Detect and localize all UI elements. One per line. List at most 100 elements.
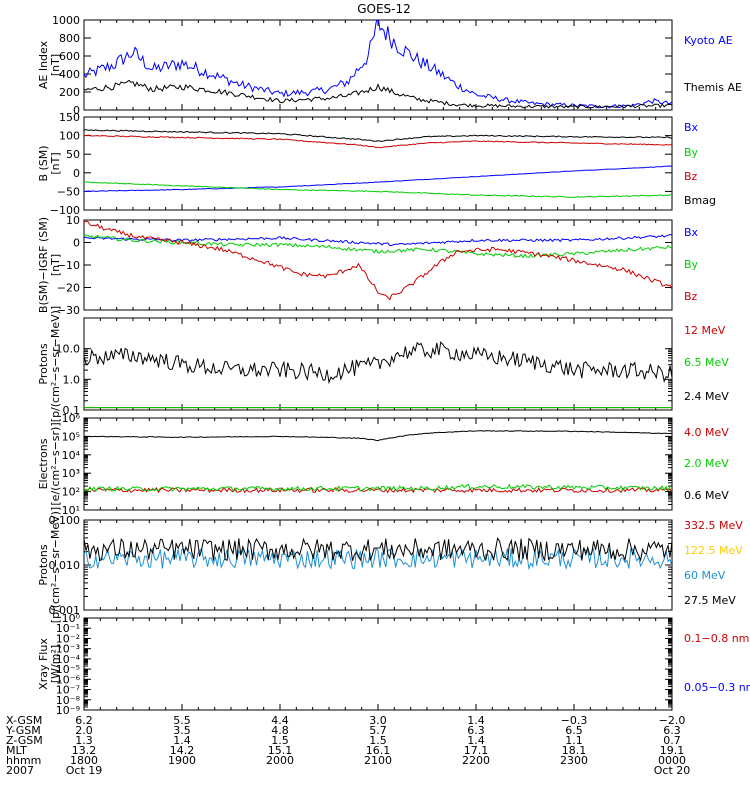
y-tick-label: −10 xyxy=(57,259,80,272)
ephemeris-value: 1.4 xyxy=(467,714,485,727)
ephemeris-value: 0000 xyxy=(658,754,686,767)
y-tick-label: 600 xyxy=(59,50,80,63)
legend-entry: Bmag xyxy=(684,194,716,207)
legend-entry: 6.5 MeV xyxy=(684,356,729,369)
y-axis-label-line: AE Index xyxy=(37,40,50,89)
panel-dbt: −30 −20 −10 0 10 B(SM)−IGRF (SM)[nT] Bx By Bz xyxy=(37,214,699,317)
ephemeris-value: 2200 xyxy=(462,754,490,767)
y-axis-label-line: [nT] xyxy=(49,254,62,276)
legend-entry: 2.4 MeV xyxy=(684,390,729,403)
y-axis-label-line: Electrons xyxy=(37,438,50,489)
y-tick-label: 10² xyxy=(62,486,80,499)
y-tick-label: 800 xyxy=(59,32,80,45)
y-tick-label: 10⁰ xyxy=(62,612,81,625)
ephemeris-value: 6.5 xyxy=(565,724,583,737)
series-line xyxy=(84,483,672,493)
y-axis-label-line: [nT] xyxy=(49,152,62,174)
panel-protons2: 0.0010.0100.100Protons[p/(cm²−s−sr−MeV)]… xyxy=(37,507,743,623)
series-line xyxy=(84,430,672,442)
y-tick-label: 10⁻³ xyxy=(56,643,80,656)
panel-electrons: 10¹10²10³10⁴10⁵10⁶Electrons[e/(cm²−s−sr)… xyxy=(37,412,729,517)
ephemeris-value: 1.4 xyxy=(467,734,485,747)
y-axis-label: Protons[p/(cm²−s−sr−MeV)] xyxy=(37,306,62,422)
ephemeris-value: 3.5 xyxy=(173,724,191,737)
series-line xyxy=(84,181,672,198)
ephemeris-row-label: hhmm xyxy=(6,754,41,767)
ephemeris-value: 16.1 xyxy=(366,744,391,757)
ephemeris-value: −2.0 xyxy=(659,714,686,727)
panel-frame-xray xyxy=(83,617,673,711)
legend-entry: 4.0 MeV xyxy=(684,426,729,439)
y-tick-label: 10.0 xyxy=(56,343,81,356)
ephemeris-value: 4.8 xyxy=(271,724,289,737)
ephemeris-value: 1.1 xyxy=(565,734,583,747)
series-line xyxy=(84,134,672,149)
y-tick-label: 400 xyxy=(59,68,80,81)
panel-frame-protons2 xyxy=(83,519,673,611)
y-tick-label: 10⁶ xyxy=(62,412,81,425)
legend-entry: Kyoto AE xyxy=(684,34,733,47)
y-tick-label: 10⁻⁵ xyxy=(56,663,80,676)
ephemeris-value: −0.3 xyxy=(561,714,588,727)
y-tick-label: 10⁻⁸ xyxy=(56,694,81,707)
y-tick-label: 10⁴ xyxy=(62,449,81,462)
y-axis-label-line: [W/m²] xyxy=(49,645,62,683)
ephemeris-value: 6.3 xyxy=(663,724,681,737)
y-tick-label: 50 xyxy=(66,148,80,161)
legend-entry: 60 MeV xyxy=(684,569,726,582)
series-line xyxy=(84,341,672,385)
y-tick-label: 10⁻⁹ xyxy=(56,704,80,717)
y-axis-label: B(SM)−IGRF (SM)[nT] xyxy=(37,217,62,313)
y-tick-label: 1000 xyxy=(52,14,80,27)
legend-entry: By xyxy=(684,146,699,159)
legend-entry: 0.1−0.8 nm xyxy=(684,632,749,645)
legend-entry: Bz xyxy=(684,290,698,303)
ephemeris-row-label: X-GSM xyxy=(6,714,42,727)
ephemeris-value: 1.4 xyxy=(173,734,191,747)
ephemeris-row-label: Z-GSM xyxy=(6,734,43,747)
legend-entry: Bz xyxy=(684,170,698,183)
series-line xyxy=(84,220,672,301)
y-axis-label: Electrons[e/(cm²−s−sr)] xyxy=(37,422,62,505)
y-axis-label-line: [e/(cm²−s−sr)] xyxy=(49,422,62,505)
y-axis-label-line: Protons xyxy=(37,544,50,585)
y-tick-label: 0 xyxy=(73,167,80,180)
chart-title: GOES-12 xyxy=(357,2,411,16)
y-tick-label: −100 xyxy=(50,204,80,217)
panel-b: −100 −50 0 50 100 150 B (SM)[nT] Bx By Bz Bmag xyxy=(37,111,716,217)
y-tick-label: −20 xyxy=(57,282,80,295)
panel-frame-b xyxy=(83,116,673,211)
panel-frame-dbt xyxy=(83,219,673,311)
y-tick-label: 10 xyxy=(66,214,80,227)
ephemeris-value: 2100 xyxy=(364,754,392,767)
legend-entry: Bx xyxy=(684,226,699,239)
y-tick-label: 0 xyxy=(73,237,80,250)
y-axis-label: Protons[p/(cm²−s−sr−MeV)] xyxy=(37,507,62,623)
y-tick-label: 0.1 xyxy=(63,404,81,417)
ephemeris-row-label: MLT xyxy=(6,744,27,757)
y-tick-label: −30 xyxy=(57,304,80,317)
y-tick-label: 100 xyxy=(59,130,80,143)
y-axis-label-line: B(SM)−IGRF (SM) xyxy=(37,217,50,313)
ephemeris-table: X-GSMY-GSMZ-GSMMLThhmm20076.22.01.313.21… xyxy=(5,714,690,777)
ephemeris-value: 5.7 xyxy=(369,724,387,737)
ephemeris-value: 1.3 xyxy=(75,734,93,747)
ephemeris-value: 1.5 xyxy=(369,734,387,747)
ephemeris-value: 0.7 xyxy=(663,734,681,747)
series-line xyxy=(84,79,672,110)
y-tick-label: 0.100 xyxy=(49,514,81,527)
series-line xyxy=(84,20,672,109)
ephemeris-value: 17.1 xyxy=(464,744,489,757)
y-tick-label: 0 xyxy=(73,104,80,117)
series-line xyxy=(84,165,672,192)
legend-entry: 12 MeV xyxy=(684,324,726,337)
ephemeris-value: 2300 xyxy=(560,754,588,767)
legend-entry: By xyxy=(684,258,699,271)
series-line xyxy=(84,537,672,563)
ephemeris-value: 4.4 xyxy=(271,714,289,727)
panel-frame-ae xyxy=(83,19,673,111)
series-line xyxy=(84,547,672,571)
y-axis-label: Xray Flux[W/m²] xyxy=(37,638,62,690)
